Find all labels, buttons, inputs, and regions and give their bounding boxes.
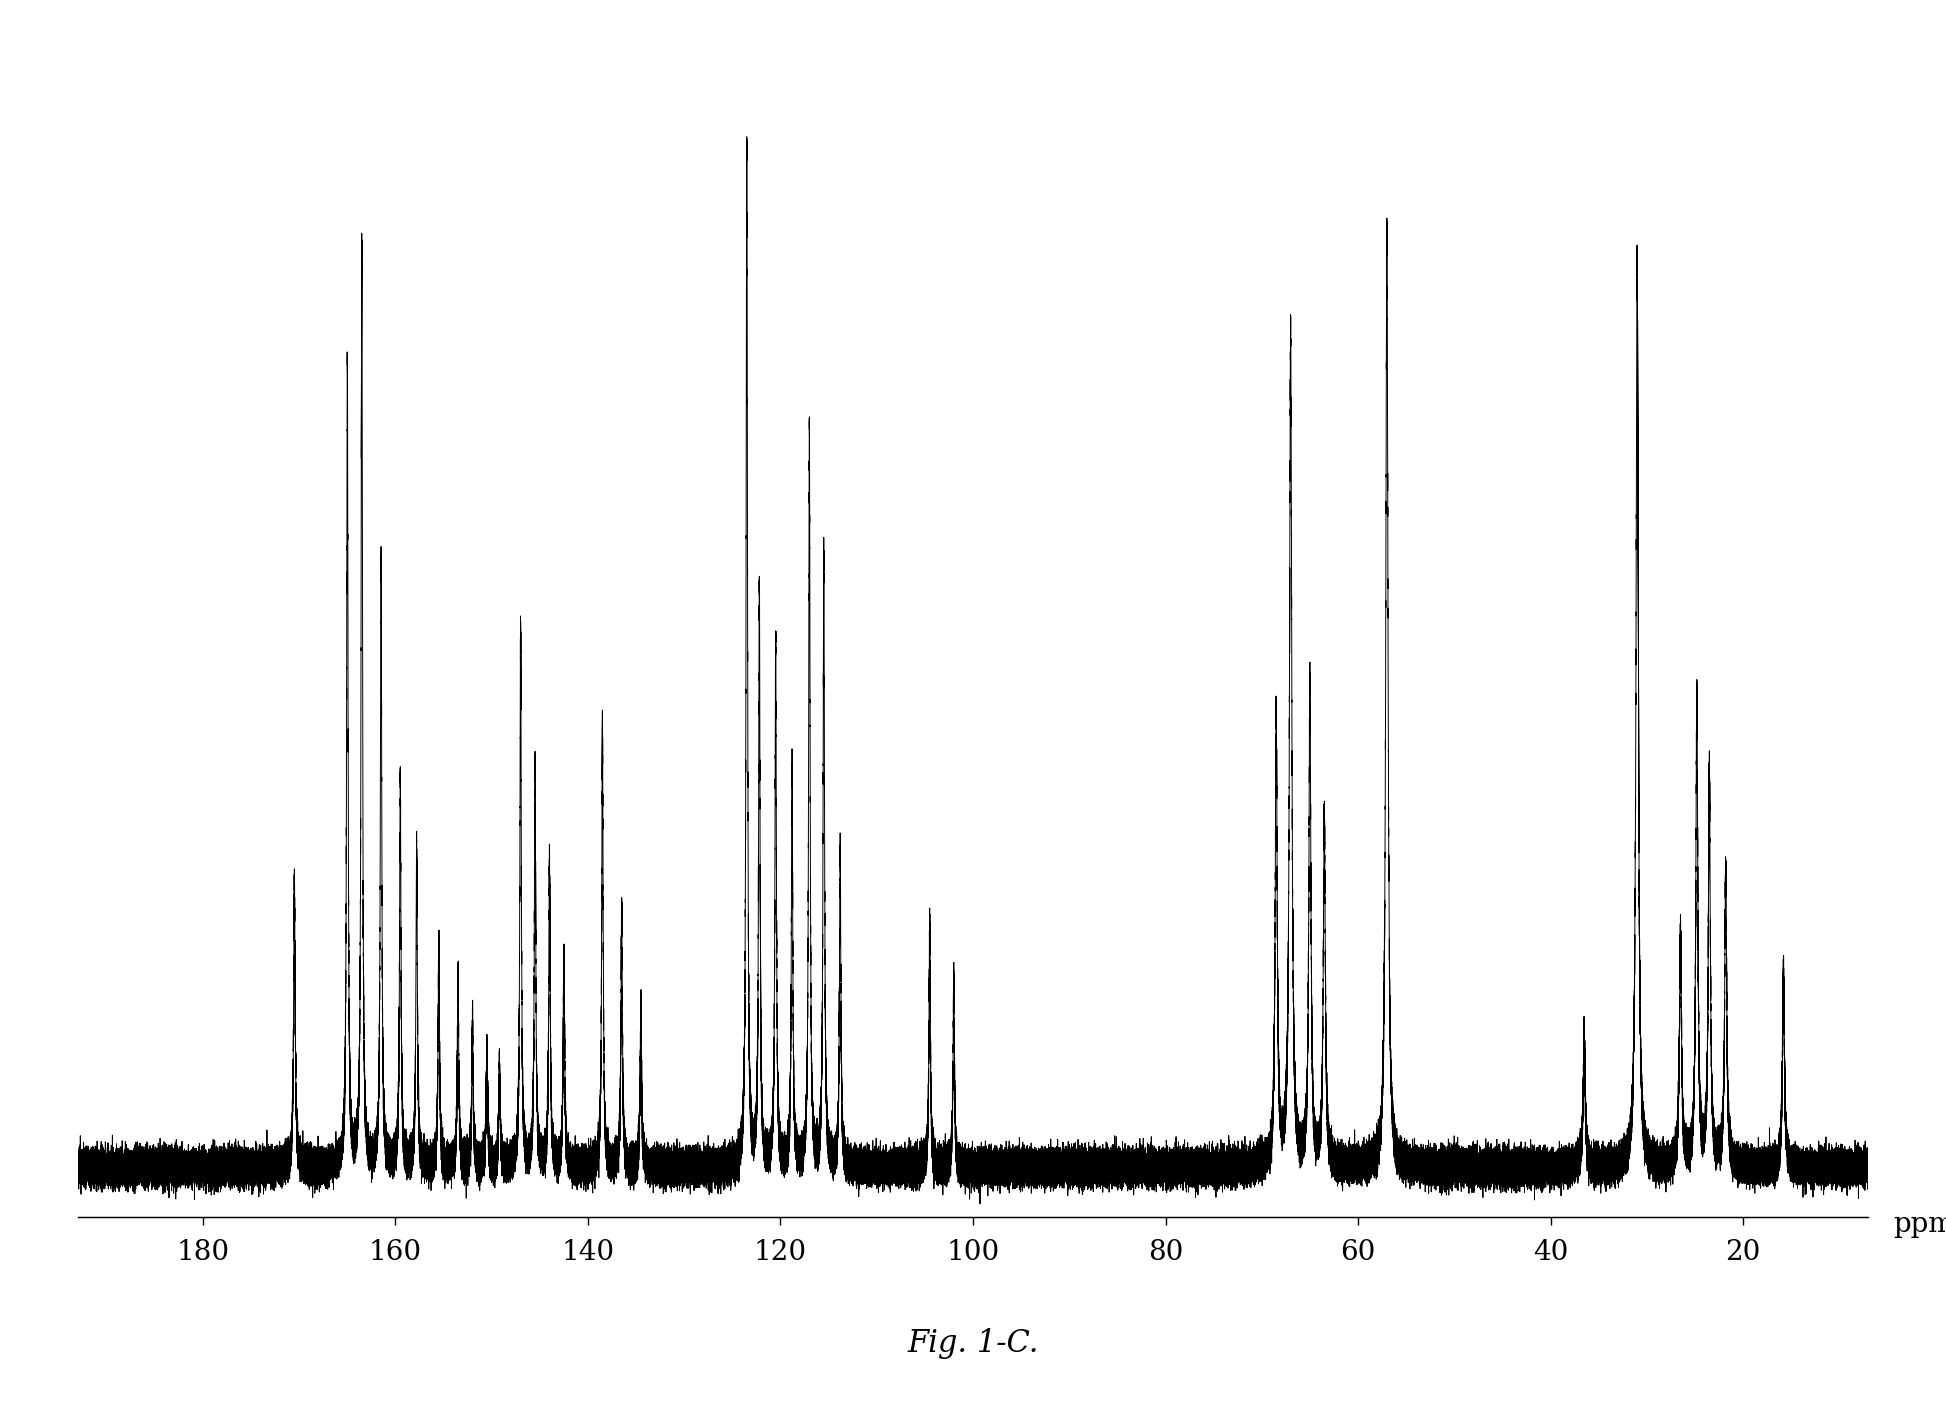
Text: ppm: ppm (1893, 1210, 1946, 1238)
Text: Fig. 1-C.: Fig. 1-C. (907, 1328, 1039, 1359)
